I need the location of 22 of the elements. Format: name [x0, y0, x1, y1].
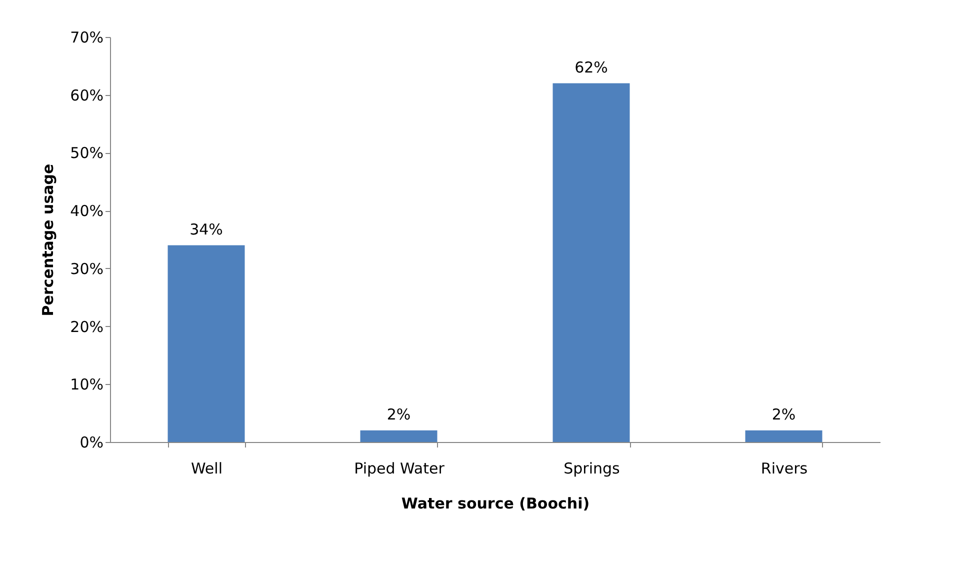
x-tick-label: Rivers: [760, 460, 808, 478]
bar: [168, 245, 245, 442]
bar: [552, 83, 630, 442]
y-axis-title: Percentage usage: [39, 164, 58, 316]
y-tick-label: 50%: [70, 144, 104, 162]
y-tick-label: 30%: [70, 260, 104, 278]
data-label: 2%: [386, 405, 411, 424]
x-tick-label: Springs: [564, 460, 620, 478]
data-label: 34%: [190, 220, 223, 238]
x-axis-title: Water source (Boochi): [401, 494, 590, 512]
x-tick-label: Piped Water: [354, 460, 446, 478]
data-label: 2%: [772, 405, 796, 424]
y-tick-label: 10%: [70, 376, 104, 394]
y-tick-label: 0%: [80, 434, 104, 452]
bar: [745, 430, 822, 442]
y-tick-label: 60%: [70, 86, 104, 104]
bar: [360, 430, 438, 442]
y-tick-label: 40%: [70, 202, 104, 220]
y-tick-label: 70%: [70, 28, 104, 46]
data-label: 62%: [574, 58, 608, 76]
x-tick-label: Well: [190, 460, 223, 478]
y-tick-label: 20%: [70, 318, 104, 336]
